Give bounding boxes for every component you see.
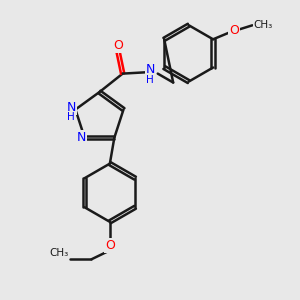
- Text: O: O: [113, 39, 123, 52]
- Text: O: O: [105, 238, 115, 251]
- Text: H: H: [67, 112, 75, 122]
- Text: CH₃: CH₃: [49, 248, 68, 258]
- Text: N: N: [76, 131, 86, 144]
- Text: CH₃: CH₃: [254, 20, 273, 30]
- Text: N: N: [66, 100, 76, 114]
- Text: O: O: [229, 24, 239, 37]
- Text: N: N: [146, 63, 155, 76]
- Text: H: H: [146, 75, 154, 85]
